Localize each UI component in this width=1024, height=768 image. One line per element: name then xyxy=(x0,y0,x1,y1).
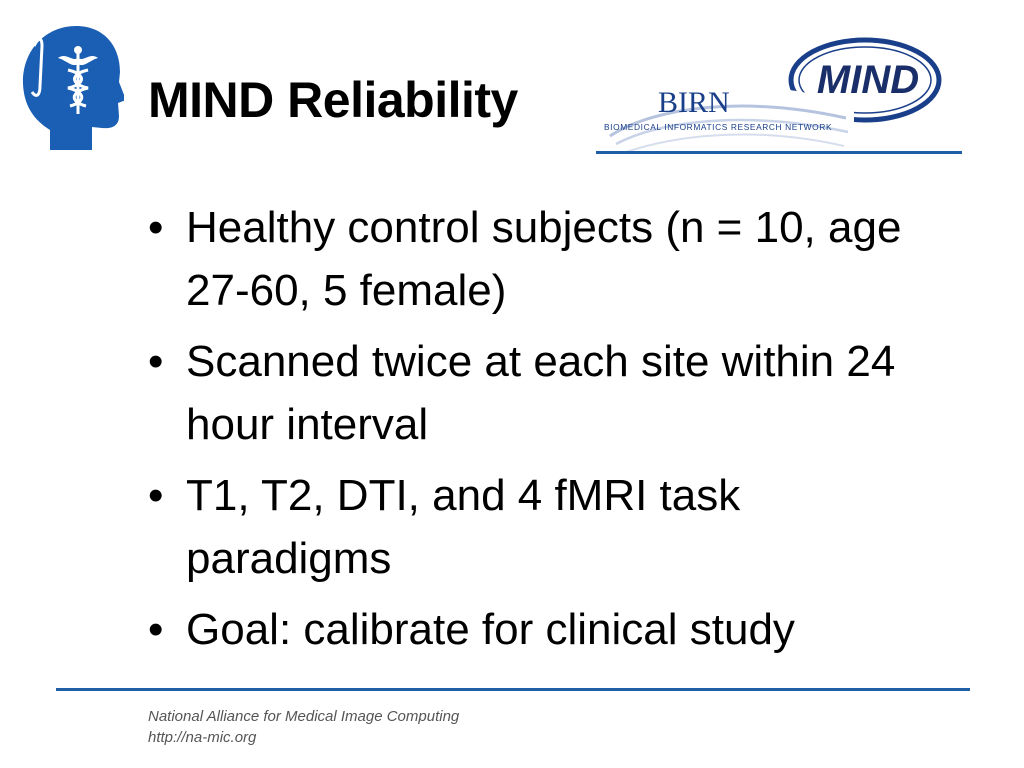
bullet-text: Goal: calibrate for clinical study xyxy=(186,605,795,654)
bullet-text: Healthy control subjects (n = 10, age 27… xyxy=(186,203,902,315)
namic-logo-icon xyxy=(22,26,124,150)
bullet-text: T1, T2, DTI, and 4 fMRI task paradigms xyxy=(186,471,741,583)
header-rule xyxy=(596,151,962,154)
bullet-list: • Healthy control subjects (n = 10, age … xyxy=(148,196,948,669)
footer-rule xyxy=(56,688,970,691)
mind-logo-text: MIND xyxy=(817,58,919,102)
bullet-marker: • xyxy=(148,605,164,654)
footer: National Alliance for Medical Image Comp… xyxy=(148,706,459,748)
slide-title: MIND Reliability xyxy=(148,72,518,128)
bullet-marker: • xyxy=(148,203,164,252)
birn-logo: BIRN BIOMEDICAL INFORMATICS RESEARCH NET… xyxy=(604,86,854,162)
bullet-marker: • xyxy=(148,337,164,386)
birn-logo-subtitle: BIOMEDICAL INFORMATICS RESEARCH NETWORK xyxy=(604,122,832,132)
bullet-item: • Goal: calibrate for clinical study xyxy=(148,598,948,661)
bullet-marker: • xyxy=(148,471,164,520)
bullet-item: • Healthy control subjects (n = 10, age … xyxy=(148,196,948,322)
footer-org: National Alliance for Medical Image Comp… xyxy=(148,708,460,725)
bullet-item: • T1, T2, DTI, and 4 fMRI task paradigms xyxy=(148,464,948,590)
bullet-text: Scanned twice at each site within 24 hou… xyxy=(186,337,896,449)
footer-url-link[interactable]: http://na-mic.org xyxy=(148,729,257,746)
birn-logo-text: BIRN xyxy=(658,86,730,119)
bullet-item: • Scanned twice at each site within 24 h… xyxy=(148,330,948,456)
